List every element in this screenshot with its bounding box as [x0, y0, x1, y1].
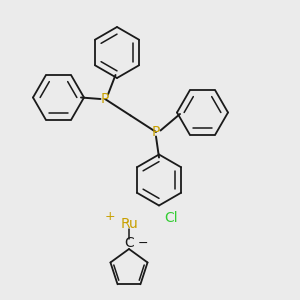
- Text: P: P: [101, 92, 109, 106]
- Text: Ru: Ru: [120, 217, 138, 230]
- Text: −: −: [137, 236, 148, 250]
- Text: +: +: [104, 209, 115, 223]
- Text: C: C: [124, 236, 134, 250]
- Text: P: P: [152, 125, 160, 139]
- Text: Cl: Cl: [164, 211, 178, 224]
